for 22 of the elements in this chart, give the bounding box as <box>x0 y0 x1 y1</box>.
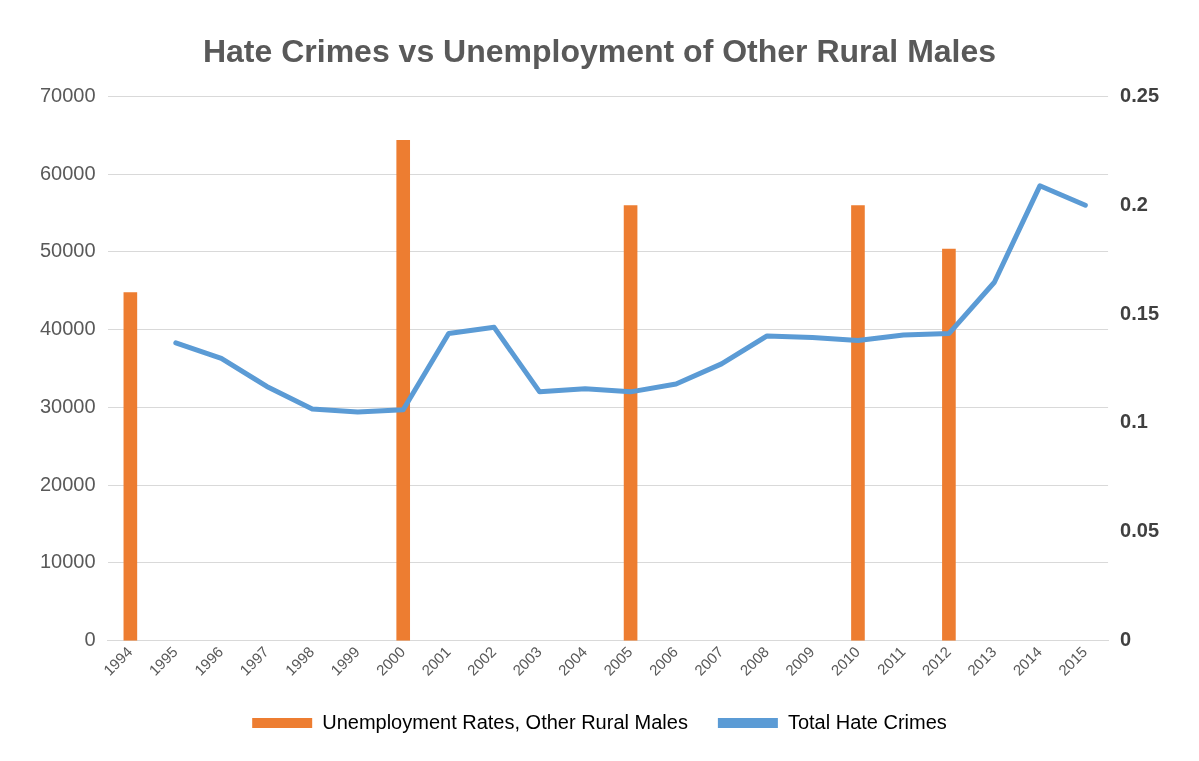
bar <box>396 139 411 641</box>
y2-tick-label: 0.2 <box>1120 192 1148 215</box>
y-tick-label: 40000 <box>39 317 96 340</box>
y2-tick-label: 0 <box>1120 628 1132 651</box>
bar <box>623 205 638 641</box>
y-tick-label: 20000 <box>39 472 96 495</box>
y-tick-label: 50000 <box>39 239 96 262</box>
legend-label: Unemployment Rates, Other Rural Males <box>322 710 688 733</box>
y2-tick-label: 0.05 <box>1120 519 1160 542</box>
chart-title: Hate Crimes vs Unemployment of Other Rural Males <box>202 33 997 70</box>
legend-label: Total Hate Crimes <box>787 710 947 733</box>
y-tick-label: 60000 <box>39 161 96 184</box>
y2-tick-label: 0.1 <box>1120 410 1148 433</box>
y2-tick-label: 0.15 <box>1120 301 1160 324</box>
y-tick-label: 10000 <box>39 550 96 573</box>
bar <box>942 248 956 641</box>
y-tick-label: 70000 <box>39 83 96 106</box>
bar <box>851 205 865 641</box>
bar <box>123 292 138 641</box>
y2-tick-label: 0.25 <box>1120 83 1160 106</box>
y-tick-label: 30000 <box>39 394 96 417</box>
y-tick-label: 0 <box>84 628 96 651</box>
